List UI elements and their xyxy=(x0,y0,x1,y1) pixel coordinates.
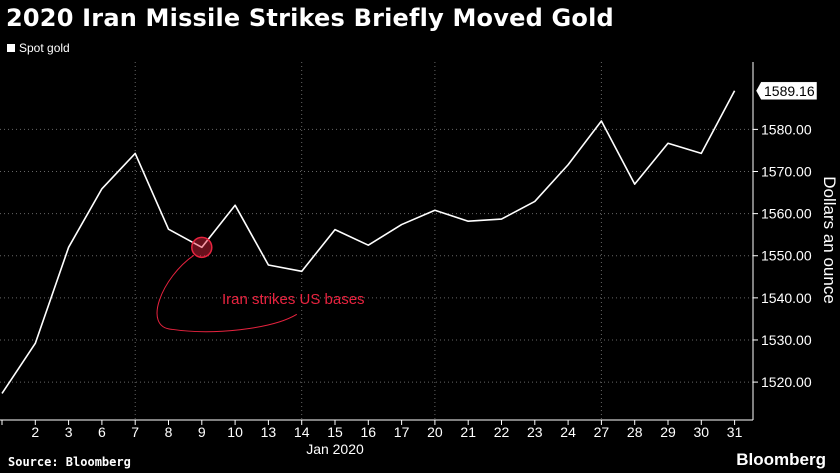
x-tick-label: 13 xyxy=(261,424,277,440)
y-tick-label: 1530.00 xyxy=(761,332,812,348)
x-tick-label: 6 xyxy=(98,424,106,440)
x-tick-label: 30 xyxy=(694,424,710,440)
x-axis-title: Jan 2020 xyxy=(306,441,364,457)
x-tick-label: 14 xyxy=(294,424,310,440)
annotation-marker xyxy=(191,236,213,259)
source-note: Source: Bloomberg xyxy=(8,455,131,469)
series-line-spot-gold xyxy=(1,90,736,394)
y-axis-title: Dollars an ounce xyxy=(820,176,839,304)
x-tick-label: 15 xyxy=(327,424,343,440)
gridlines xyxy=(0,62,754,421)
y-tick-label: 1550.00 xyxy=(761,248,812,264)
x-tick-label: 3 xyxy=(65,424,73,440)
x-tick-label: 31 xyxy=(727,424,743,440)
annotation-label: Iran strikes US bases xyxy=(222,291,365,308)
x-tick-label: 9 xyxy=(198,424,206,440)
y-axis-ticks: 1520.00 1530.00 1540.00 1550.00 1560.00 1570.… xyxy=(753,121,839,390)
x-tick-label: 2 xyxy=(31,424,39,440)
x-tick-label: 27 xyxy=(594,424,610,440)
legend-label: Spot gold xyxy=(19,41,70,55)
x-tick-label: 22 xyxy=(494,424,510,440)
y-tick-label: 1560.00 xyxy=(761,206,812,222)
y-tick-label: 1520.00 xyxy=(761,374,812,390)
legend: Spot gold xyxy=(7,41,70,55)
annotation-connector xyxy=(156,254,298,333)
x-tick-label: 28 xyxy=(627,424,643,440)
x-axis-ticks: 2 3 6 7 8 9 10 13 14 15 16 17 20 21 22 23 24 27 28 29 30 31Ja… xyxy=(1,420,743,457)
x-tick-label: 29 xyxy=(660,424,676,440)
x-tick-label: 7 xyxy=(131,424,139,440)
x-tick-label: 23 xyxy=(527,424,543,440)
brand-logo: Bloomberg xyxy=(736,450,826,469)
x-tick-label: 8 xyxy=(165,424,173,440)
y-tick-label: 1580.00 xyxy=(761,121,812,137)
legend-swatch xyxy=(7,44,15,52)
x-tick-label: 10 xyxy=(227,424,243,440)
x-tick-label: 20 xyxy=(427,424,443,440)
x-tick-label: 16 xyxy=(361,424,377,440)
annotation-group: Iran strikes US bases xyxy=(156,236,365,333)
x-tick-label: 17 xyxy=(394,424,410,440)
last-value-label: 1589.16 xyxy=(764,83,815,99)
x-tick-label: 24 xyxy=(560,424,576,440)
last-value-box xyxy=(755,81,818,101)
y-tick-label: 1570.00 xyxy=(761,164,812,180)
series-group: 1589.16 xyxy=(1,81,818,394)
x-tick-label: 21 xyxy=(460,424,476,440)
y-tick-label: 1540.00 xyxy=(761,290,812,306)
chart-title: 2020 Iran Missile Strikes Briefly Moved … xyxy=(6,4,614,32)
